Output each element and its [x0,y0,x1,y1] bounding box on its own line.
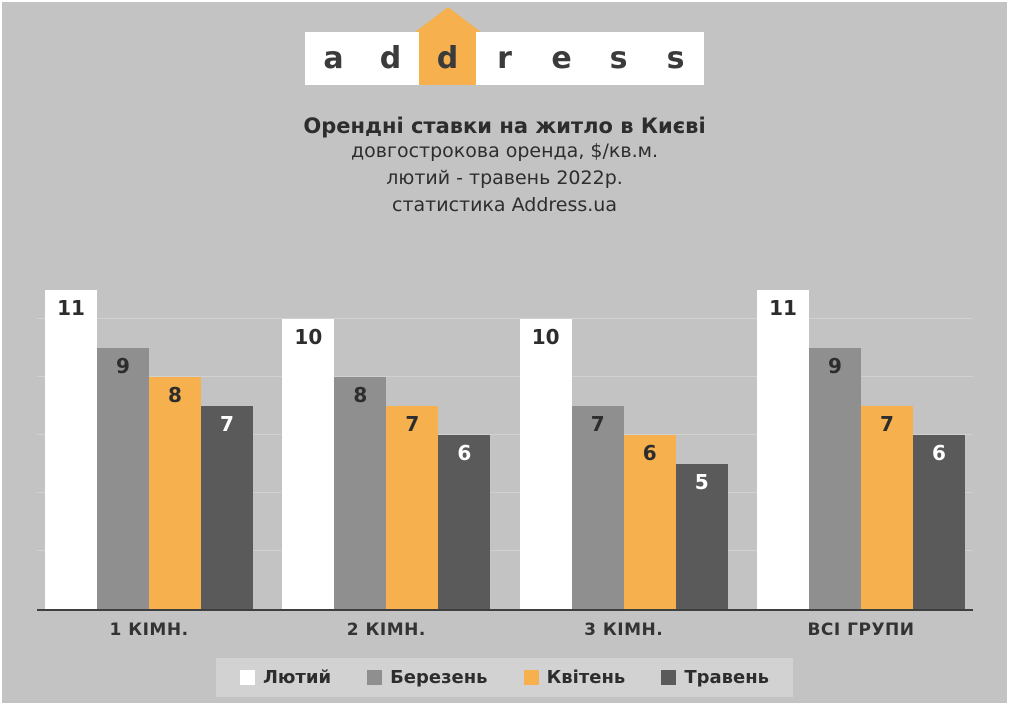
bar-value-label: 6 [457,440,472,465]
bar-Березень: 9 [808,347,861,609]
legend-swatch-icon [239,670,255,685]
bar-Квітень: 6 [623,434,676,609]
bar-Лютий: 11 [756,289,809,609]
legend-item-Березень: Березень [367,667,488,688]
bar-Лютий: 10 [519,318,572,609]
bar-value-label: 11 [57,295,85,320]
bar-value-label: 6 [932,440,946,465]
gridline [37,317,973,319]
bar-Лютий: 11 [45,289,97,609]
legend-label: Березень [390,667,488,688]
bar-value-label: 9 [116,353,130,378]
legend-item-Травень: Травень [661,667,769,688]
logo-letter-tile: e [533,32,590,85]
bar-Квітень: 7 [386,405,439,609]
bar-value-label: 7 [220,411,234,436]
bar-Травень: 7 [201,405,253,609]
bar-group: 10 8 7 6 [282,318,491,609]
bar-group: 11 9 7 6 [756,289,965,609]
chart-subtitle-rent-type: довгострокова оренда, $/кв.м. [351,140,658,162]
bar-group: 10 7 6 5 [519,318,728,609]
bar-value-label: 7 [590,411,605,436]
legend-label: Лютий [262,667,332,688]
gridline [37,375,973,377]
legend-swatch-icon [367,670,383,685]
bar-value-label: 8 [353,382,368,407]
bar-Квітень: 7 [860,405,913,609]
bar-Травень: 5 [675,463,728,609]
up-arrow-icon [414,7,481,32]
legend: Лютий Березень Квітень Травень [215,658,794,697]
logo-letter-tile: r [476,32,533,85]
logo-letter-tile: d [362,32,419,85]
bar-value-label: 10 [294,324,323,349]
bar-value-label: 10 [531,324,560,349]
category-label: ВСІ ГРУПИ [807,620,915,640]
chart-subtitle-source: статистика Address.ua [392,194,617,216]
category-label: 3 КІМН. [584,620,664,640]
bar-Травень: 6 [912,434,965,609]
bar-value-label: 8 [168,382,182,407]
legend-item-Лютий: Лютий [239,667,332,688]
bar-Березень: 8 [334,376,387,609]
bar-Березень: 7 [571,405,624,609]
logo-letter-tile: s [647,32,704,85]
legend-item-Квітень: Квітень [523,667,626,688]
legend-swatch-icon [661,670,677,685]
bar-value-label: 5 [694,469,709,494]
bar-value-label: 7 [880,411,894,436]
bar-group: 11 9 8 7 [45,289,253,609]
bar-Квітень: 8 [149,376,201,609]
legend-label: Квітень [546,667,626,688]
chart-subtitle-period: лютий - травень 2022р. [386,167,623,189]
logo-letter-tile: s [590,32,647,85]
bar-Травень: 6 [438,434,491,609]
bar-Березень: 9 [97,347,149,609]
logo-letter-tile: a [305,32,362,85]
gridline [37,433,973,435]
category-label: 2 КІМН. [346,620,426,640]
bar-value-label: 11 [769,295,797,320]
plot-area: 11 9 8 7 10 8 7 6 10 7 6 5 11 9 7 6 [37,275,973,609]
legend-swatch-icon [523,670,539,685]
gridline [37,549,973,551]
logo-letter-tile: d [414,7,481,85]
chart-title: Орендні ставки на житло в Києві [303,114,706,138]
gridline [37,491,973,493]
bar-Лютий: 10 [282,318,335,609]
category-label: 1 КІМН. [109,620,189,640]
category-labels: 1 КІМН. 2 КІМН. 3 КІМН. ВСІ ГРУПИ [37,611,973,640]
bar-value-label: 9 [828,353,842,378]
bar-chart: 11 9 8 7 10 8 7 6 10 7 6 5 11 9 7 6 1 КІМН. 2 КІМН. 3 КІМ… [37,275,973,640]
legend-label: Травень [684,667,770,688]
bar-value-label: 7 [405,411,420,436]
x-axis-line [37,609,973,611]
bar-value-label: 6 [642,440,657,465]
